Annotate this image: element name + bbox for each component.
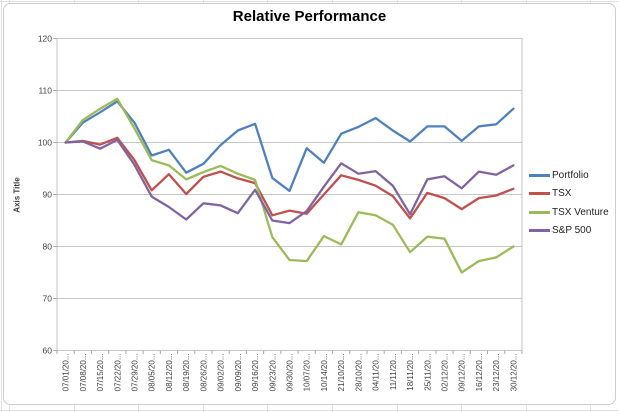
sheet-gridline xyxy=(526,405,527,412)
sheet-gridline xyxy=(203,0,204,4)
y-axis-label: 80 xyxy=(43,242,53,252)
legend-label: Portfolio xyxy=(552,169,589,181)
x-axis-label: 10/07/20... xyxy=(303,354,312,392)
x-axis-label: 09/02/20... xyxy=(217,354,226,392)
legend-item-portfolio[interactable]: Portfolio xyxy=(529,169,609,181)
sheet-gridline xyxy=(138,0,139,4)
x-axis-label: 21/10/20... xyxy=(337,354,346,392)
x-axis-label: 02/12/20... xyxy=(441,354,450,392)
x-axis-label: 04/11/20... xyxy=(372,354,381,391)
legend-item-tsx-venture[interactable]: TSX Venture xyxy=(529,206,609,218)
x-axis-label: 08/05/20... xyxy=(148,354,157,392)
legend-line-swatch xyxy=(529,229,550,232)
y-axis-label: 110 xyxy=(38,86,52,96)
x-axis-label: 07/22/20... xyxy=(113,354,122,392)
x-axis-label: 08/12/20... xyxy=(165,354,174,392)
x-axis-label: 09/09/20... xyxy=(234,354,243,392)
series-line-tsx[interactable] xyxy=(64,136,515,220)
y-axis-label: 120 xyxy=(38,34,52,44)
legend-label: TSX Venture xyxy=(552,206,609,218)
x-axis-label: 08/19/20... xyxy=(182,354,191,392)
sheet-gridline xyxy=(461,0,462,4)
x-axis-label: 07/01/20... xyxy=(62,354,71,392)
x-axis-label: 25/11/20... xyxy=(423,354,432,391)
x-axis-label: 28/10/20... xyxy=(354,354,363,392)
chart-frame[interactable] xyxy=(3,3,616,405)
sheet-gridline xyxy=(9,405,10,412)
sheet-gridline xyxy=(526,0,527,4)
sheet-gridline xyxy=(74,0,75,4)
x-axis-label: 07/15/20... xyxy=(96,354,105,392)
x-axis-label: 23/12/20... xyxy=(492,354,501,392)
sheet-gridline xyxy=(397,405,398,412)
x-axis-label: 11/11/20... xyxy=(389,354,398,391)
x-axis-label: 09/30/20... xyxy=(286,354,295,392)
x-axis-label: 09/16/20... xyxy=(251,354,260,392)
legend-label: S&P 500 xyxy=(552,225,592,236)
x-axis-label: 16/12/20... xyxy=(475,354,484,392)
sheet-gridline xyxy=(0,1,619,2)
legend-label: TSX xyxy=(552,188,572,199)
sheet-gridline xyxy=(332,405,333,412)
x-axis-label: 08/26/20... xyxy=(199,354,208,392)
x-axis-label: 07/29/20... xyxy=(131,354,140,392)
x-axis-label: 09/12/20... xyxy=(458,354,467,392)
x-axis-label: 09/23/20... xyxy=(268,354,277,392)
y-axis-label: 60 xyxy=(43,346,53,356)
series-line-s-p-500[interactable] xyxy=(64,138,515,225)
y-axis-label: 70 xyxy=(43,294,53,304)
legend-line-swatch xyxy=(529,210,550,214)
x-axis-label: 18/11/20... xyxy=(406,354,415,391)
y-axis-title: Axis Title xyxy=(12,177,22,213)
sheet-gridline xyxy=(267,0,268,4)
x-axis-label: 30/12/20... xyxy=(509,354,518,392)
y-axis-label: 90 xyxy=(43,190,53,200)
sheet-gridline xyxy=(1,0,2,412)
sheet-gridline xyxy=(397,0,398,4)
chart-legend: Portfolio TSX TSX Venture S&P 500 xyxy=(529,169,609,243)
sheet-gridline xyxy=(9,0,10,4)
x-axis-label: 07/08/20... xyxy=(79,354,88,392)
sheet-gridline xyxy=(138,405,139,412)
sheet-gridline xyxy=(590,0,591,4)
sheet-gridline xyxy=(203,405,204,412)
sheet-gridline xyxy=(590,405,591,412)
chart-title: Relative Performance xyxy=(232,8,387,25)
series-line-portfolio[interactable] xyxy=(64,100,515,193)
legend-line-swatch xyxy=(529,192,550,195)
sheet-gridline xyxy=(267,405,268,412)
legend-item-tsx[interactable]: TSX xyxy=(529,188,609,200)
sheet-gridline xyxy=(461,405,462,412)
sheet-gridline xyxy=(0,410,619,411)
legend-item-s-p-500[interactable]: S&P 500 xyxy=(529,225,609,237)
legend-line-swatch xyxy=(529,173,550,177)
y-axis-label: 100 xyxy=(38,138,52,148)
series-line-tsx-venture[interactable] xyxy=(64,97,515,274)
sheet-gridline xyxy=(332,0,333,4)
sheet-gridline xyxy=(74,405,75,412)
x-axis-label: 10/14/20... xyxy=(320,354,329,392)
